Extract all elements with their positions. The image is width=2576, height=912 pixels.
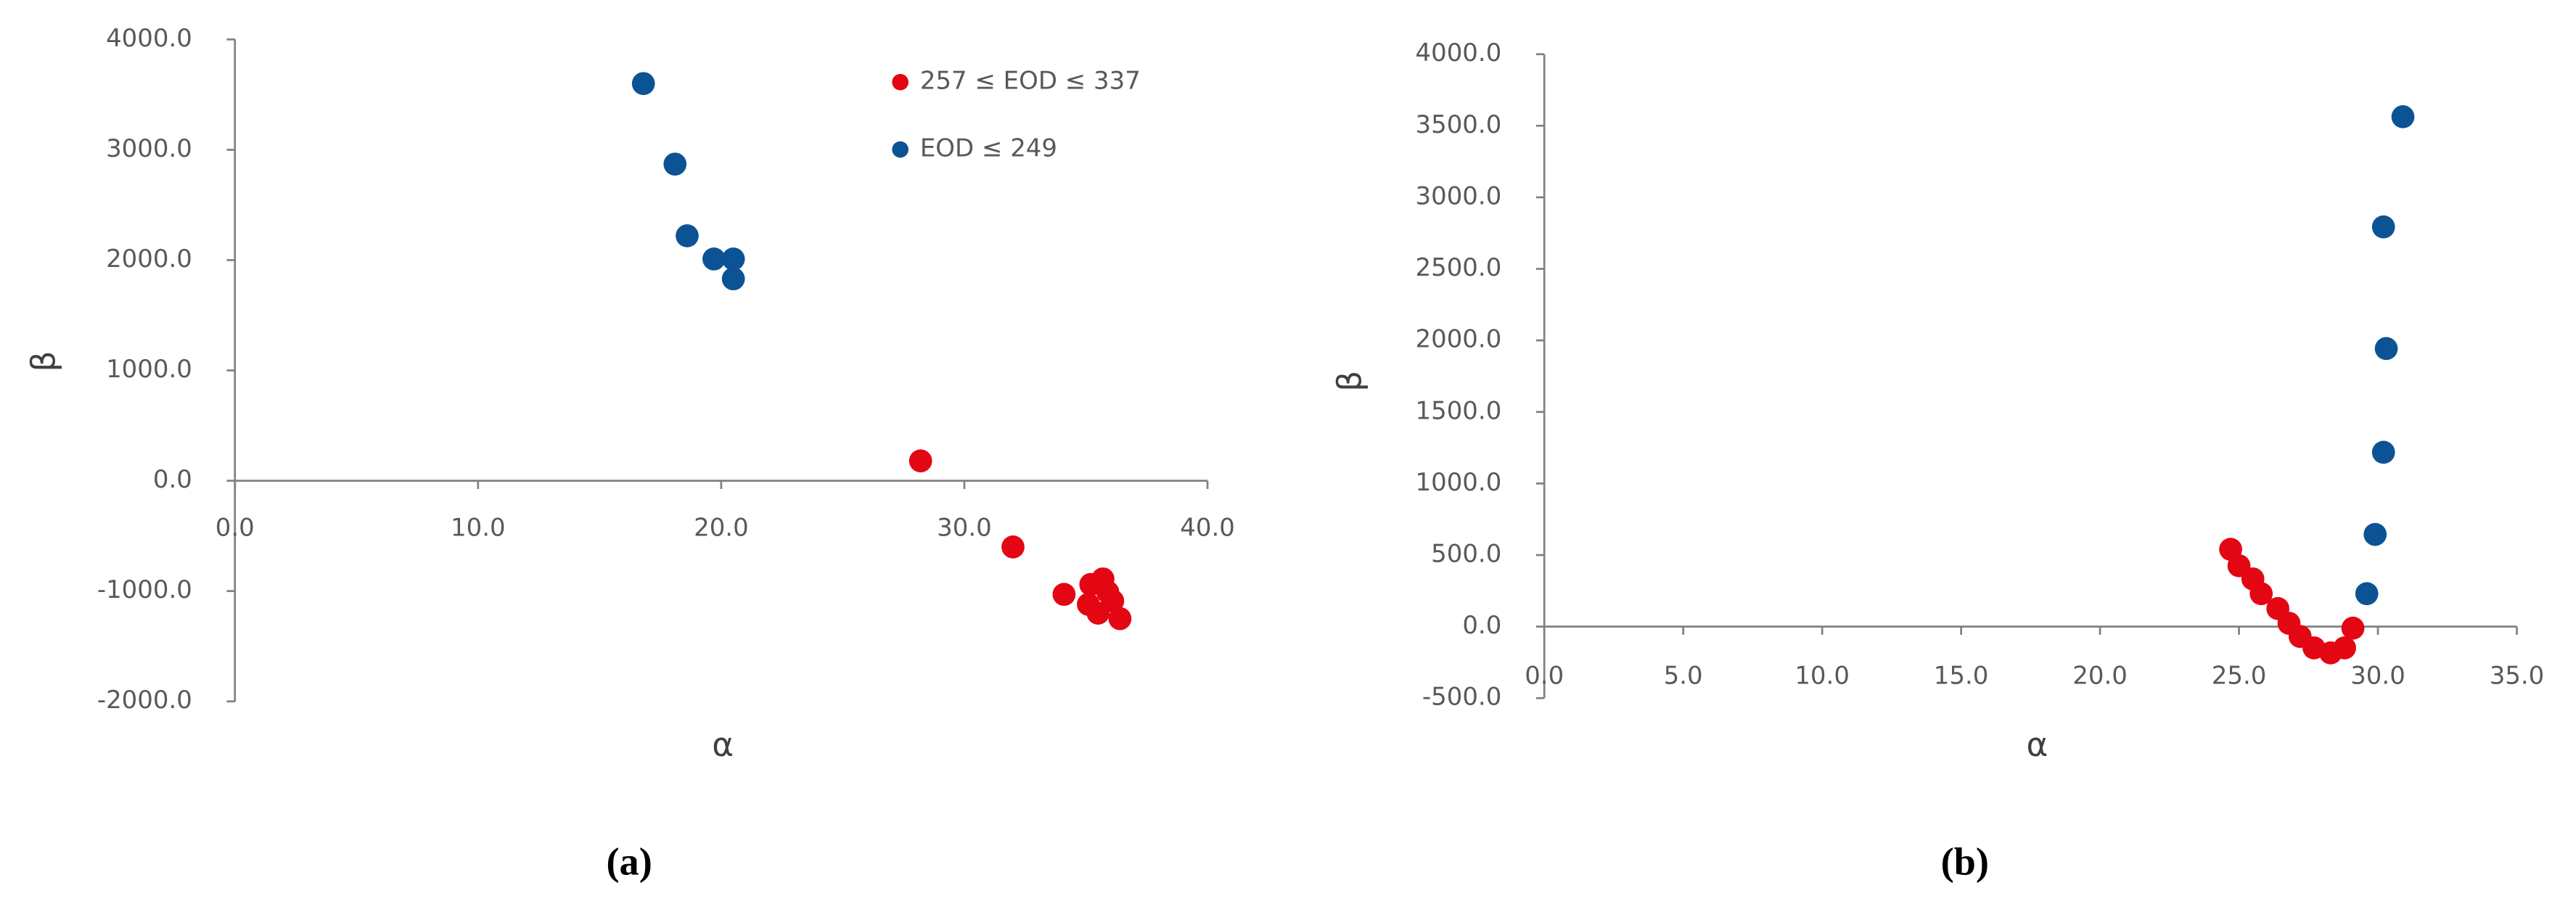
point <box>2371 440 2395 464</box>
y-axis-title: β <box>1330 371 1369 392</box>
legend-label: EOD ≤ 249 <box>920 134 1057 163</box>
point <box>1108 607 1132 630</box>
point <box>2249 582 2273 606</box>
point <box>721 267 745 291</box>
x-tick-label: 35.0 <box>2490 661 2545 690</box>
point <box>702 247 726 271</box>
point <box>1001 535 1025 559</box>
x-tick-label: 0.0 <box>216 514 255 543</box>
y-tick-label: 2000.0 <box>1416 325 1502 354</box>
y-tick-label: 1000.0 <box>106 355 192 384</box>
point <box>2363 522 2387 546</box>
point <box>663 152 687 176</box>
point <box>1052 583 1076 607</box>
y-tick-label: -2000.0 <box>97 686 192 715</box>
chart: -2000.0 -1000.0 0.0 1000.0 2000.0 3000.0 4000.… <box>24 24 1234 884</box>
x-tick-label: 0.0 <box>1525 661 1564 690</box>
point <box>631 72 655 96</box>
y-tick-label: 500.0 <box>1431 539 1501 568</box>
y-tick-label: 2500.0 <box>1416 253 1502 282</box>
point <box>2333 636 2356 660</box>
y-tick-label: 0.0 <box>153 465 192 494</box>
point <box>2391 105 2415 128</box>
point <box>2371 215 2395 239</box>
y-tick-label: -500.0 <box>1422 683 1501 712</box>
x-tick-label: 5.0 <box>1664 661 1703 690</box>
y-tick-label: -1000.0 <box>97 575 192 604</box>
y-tick-label: 1000.0 <box>1416 468 1502 497</box>
x-tick-label: 20.0 <box>694 514 749 543</box>
point <box>721 247 745 271</box>
caption: (a) <box>606 840 652 884</box>
y-tick-label: 3000.0 <box>1416 181 1502 210</box>
x-tick-label: 25.0 <box>2212 661 2267 690</box>
x-tick-label: 30.0 <box>937 514 992 543</box>
x-tick-label: 10.0 <box>451 514 506 543</box>
x-tick-label: 10.0 <box>1794 661 1850 690</box>
x-axis-title: α <box>712 726 734 764</box>
y-tick-label: 4000.0 <box>106 24 192 53</box>
y-axis-title: β <box>24 351 62 372</box>
y-tick-label: 2000.0 <box>106 245 192 274</box>
caption: (b) <box>1941 840 1989 884</box>
x-tick-label: 40.0 <box>1180 514 1235 543</box>
x-axis-title: α <box>2026 726 2048 764</box>
point <box>908 449 932 473</box>
legend-marker <box>892 141 909 158</box>
legend-marker <box>892 73 909 91</box>
x-tick-label: 30.0 <box>2350 661 2405 690</box>
point <box>2355 582 2379 606</box>
y-tick-label: 3500.0 <box>1416 110 1502 139</box>
point <box>1096 580 1120 604</box>
chart: -500.0 0.0 500.0 1000.0 1500.0 2000.0 2500.0 30… <box>1330 38 2544 883</box>
legend-label: 257 ≤ EOD ≤ 337 <box>920 67 1141 96</box>
y-tick-label: 1500.0 <box>1416 396 1502 425</box>
x-tick-label: 20.0 <box>2072 661 2128 690</box>
y-tick-label: 4000.0 <box>1416 38 1502 67</box>
point <box>2341 616 2365 640</box>
point <box>676 224 699 247</box>
x-tick-label: 15.0 <box>1934 661 1989 690</box>
point <box>2374 337 2398 361</box>
y-tick-label: 3000.0 <box>106 134 192 163</box>
y-tick-label: 0.0 <box>1462 611 1501 640</box>
